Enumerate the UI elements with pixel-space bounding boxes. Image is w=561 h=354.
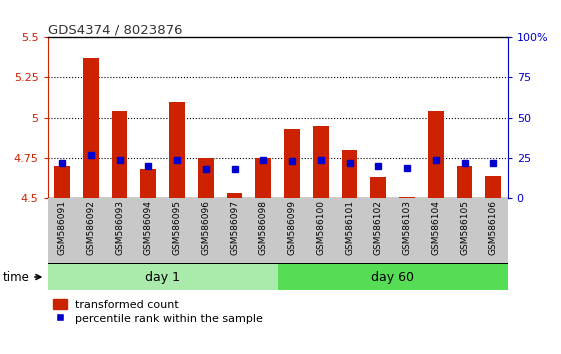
Bar (163, 198, 191, 264)
Bar (76, 198, 105, 264)
Bar (134, 198, 163, 264)
Bar (105, 198, 134, 264)
Text: GSM586098: GSM586098 (259, 200, 268, 255)
Bar (479, 198, 508, 264)
Text: time: time (2, 270, 40, 284)
Text: day 1: day 1 (145, 270, 180, 284)
Text: GSM586091: GSM586091 (58, 200, 67, 255)
Bar (335, 198, 364, 264)
Bar (54, 166, 70, 198)
Bar (48, 198, 76, 264)
Text: GSM586092: GSM586092 (86, 200, 95, 255)
Text: GSM586093: GSM586093 (115, 200, 124, 255)
Bar (112, 111, 127, 198)
Text: GSM586099: GSM586099 (288, 200, 297, 255)
Text: GDS4374 / 8023876: GDS4374 / 8023876 (48, 23, 182, 36)
Bar (393, 198, 421, 264)
Bar (450, 198, 479, 264)
Bar (342, 150, 357, 198)
Bar (428, 111, 444, 198)
Bar (249, 198, 278, 264)
Bar (284, 129, 300, 198)
Text: GSM586100: GSM586100 (316, 200, 325, 255)
Text: GSM586094: GSM586094 (144, 200, 153, 255)
Bar (169, 102, 185, 198)
Bar (364, 198, 393, 264)
Bar (83, 58, 99, 198)
Text: day 60: day 60 (371, 270, 414, 284)
Legend: transformed count, percentile rank within the sample: transformed count, percentile rank withi… (53, 299, 263, 324)
Bar (227, 193, 242, 198)
Bar (313, 126, 329, 198)
Text: GSM586097: GSM586097 (230, 200, 239, 255)
Bar (306, 198, 335, 264)
Bar (457, 166, 472, 198)
Bar (220, 198, 249, 264)
Bar (485, 176, 501, 198)
Bar (191, 198, 220, 264)
Bar (140, 169, 156, 198)
Bar (48, 264, 278, 290)
Text: GSM586105: GSM586105 (460, 200, 469, 255)
Bar (255, 158, 271, 198)
Bar (399, 196, 415, 198)
Text: GSM586103: GSM586103 (403, 200, 412, 255)
Bar (421, 198, 450, 264)
Text: GSM586095: GSM586095 (173, 200, 182, 255)
Text: GSM586096: GSM586096 (201, 200, 210, 255)
Bar (370, 177, 386, 198)
Text: GSM586102: GSM586102 (374, 200, 383, 255)
Bar (278, 198, 306, 264)
Text: GSM586106: GSM586106 (489, 200, 498, 255)
Text: GSM586104: GSM586104 (431, 200, 440, 255)
Bar (278, 264, 508, 290)
Bar (198, 158, 214, 198)
Text: GSM586101: GSM586101 (345, 200, 354, 255)
